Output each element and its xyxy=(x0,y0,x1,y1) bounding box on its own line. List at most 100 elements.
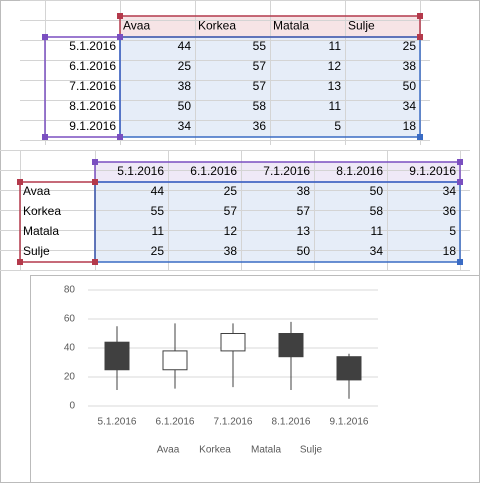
data-range xyxy=(94,181,461,263)
handle xyxy=(17,179,23,185)
handle xyxy=(417,134,423,140)
row-label: 6.1.2016 xyxy=(69,59,116,73)
handle xyxy=(417,13,423,19)
table-2: 5.1.2016 6.1.2016 7.1.2016 8.1.2016 9.1.2016… xyxy=(0,150,470,271)
data-range xyxy=(119,36,421,138)
y-tick-label: 80 xyxy=(64,285,76,296)
header-cell: Matala xyxy=(273,19,309,33)
cell: 34 xyxy=(370,244,384,258)
cell: 50 xyxy=(178,99,192,113)
cell: 38 xyxy=(224,244,238,258)
cell: 44 xyxy=(151,184,165,198)
handle xyxy=(457,179,463,185)
cell: 25 xyxy=(178,59,192,73)
handle xyxy=(457,259,463,265)
cell: 11 xyxy=(371,224,384,238)
cell: 57 xyxy=(224,204,238,218)
handle xyxy=(42,134,48,140)
cell: 36 xyxy=(253,119,267,133)
x-tick-label: 5.1.2016 xyxy=(98,417,137,428)
row-label: Sulje xyxy=(23,244,50,258)
cell: 5 xyxy=(449,224,456,238)
x-tick-label: 6.1.2016 xyxy=(156,417,195,428)
y-tick-label: 20 xyxy=(64,372,76,383)
row-label: 7.1.2016 xyxy=(69,79,116,93)
chart-frame xyxy=(30,275,480,483)
x-tick-label: 7.1.2016 xyxy=(214,417,253,428)
header-cell: 7.1.2016 xyxy=(263,164,310,178)
cell: 55 xyxy=(151,204,165,218)
handle xyxy=(457,159,463,165)
cell: 50 xyxy=(403,79,417,93)
cell: 58 xyxy=(253,99,267,113)
cell: 18 xyxy=(443,244,457,258)
cell: 34 xyxy=(403,99,417,113)
cell: 55 xyxy=(253,39,267,53)
handle xyxy=(42,34,48,40)
candle-body xyxy=(336,356,362,381)
cell: 13 xyxy=(328,79,342,93)
header-cell: Korkea xyxy=(198,19,236,33)
handle xyxy=(417,34,423,40)
data-bg xyxy=(95,182,460,262)
handle xyxy=(92,179,98,185)
row-label: Korkea xyxy=(23,204,61,218)
cell: 57 xyxy=(253,59,267,73)
x-tick-label: 8.1.2016 xyxy=(272,417,311,428)
handle xyxy=(17,259,23,265)
cell: 57 xyxy=(253,79,267,93)
header-cell: 8.1.2016 xyxy=(336,164,383,178)
cell: 38 xyxy=(297,184,311,198)
y-tick-label: 0 xyxy=(69,401,75,412)
candle-body xyxy=(220,333,246,352)
y-tick-label: 60 xyxy=(64,314,76,325)
cell: 13 xyxy=(297,224,311,238)
cell: 25 xyxy=(151,244,165,258)
row-label: Avaa xyxy=(23,184,50,198)
cell: 58 xyxy=(370,204,384,218)
row-label: Matala xyxy=(23,224,59,238)
legend-entry: Avaa xyxy=(157,445,180,456)
cell: 5 xyxy=(334,119,341,133)
handle xyxy=(117,34,123,40)
cell: 25 xyxy=(224,184,238,198)
header-cell: Avaa xyxy=(123,19,150,33)
cell: 11 xyxy=(152,224,165,238)
cell: 34 xyxy=(443,184,457,198)
cell: 34 xyxy=(178,119,192,133)
label-bg xyxy=(20,182,95,262)
table-1: Avaa Korkea Matala Sulje 5.1.2016 44 55 11 25 6.1… xyxy=(20,0,430,145)
cell: 36 xyxy=(443,204,457,218)
cell: 12 xyxy=(224,224,238,238)
handle xyxy=(117,134,123,140)
header-cell: 6.1.2016 xyxy=(190,164,237,178)
handle xyxy=(117,13,123,19)
cell: 44 xyxy=(178,39,192,53)
x-tick-label: 9.1.2016 xyxy=(330,417,369,428)
header-bg xyxy=(95,162,460,182)
cell: 12 xyxy=(328,59,342,73)
legend-entry: Sulje xyxy=(300,445,323,456)
row-label: 9.1.2016 xyxy=(69,119,116,133)
y-tick-label: 40 xyxy=(64,343,76,354)
legend-entry: Korkea xyxy=(199,445,231,456)
cell: 18 xyxy=(403,119,417,133)
handle xyxy=(92,159,98,165)
candle-body xyxy=(162,350,188,371)
row-label: 5.1.2016 xyxy=(69,39,116,53)
cell: 50 xyxy=(297,244,311,258)
cell: 38 xyxy=(178,79,192,93)
header-cell: 5.1.2016 xyxy=(117,164,164,178)
candle-body xyxy=(278,333,304,358)
cell: 50 xyxy=(370,184,384,198)
candle-body xyxy=(104,341,130,371)
cell: 38 xyxy=(403,59,417,73)
header-cell: 9.1.2016 xyxy=(409,164,456,178)
header-cell: Sulje xyxy=(348,19,375,33)
cell: 57 xyxy=(297,204,311,218)
cell: 25 xyxy=(403,39,417,53)
handle xyxy=(92,259,98,265)
cell: 11 xyxy=(329,39,342,53)
row-label: 8.1.2016 xyxy=(69,99,116,113)
